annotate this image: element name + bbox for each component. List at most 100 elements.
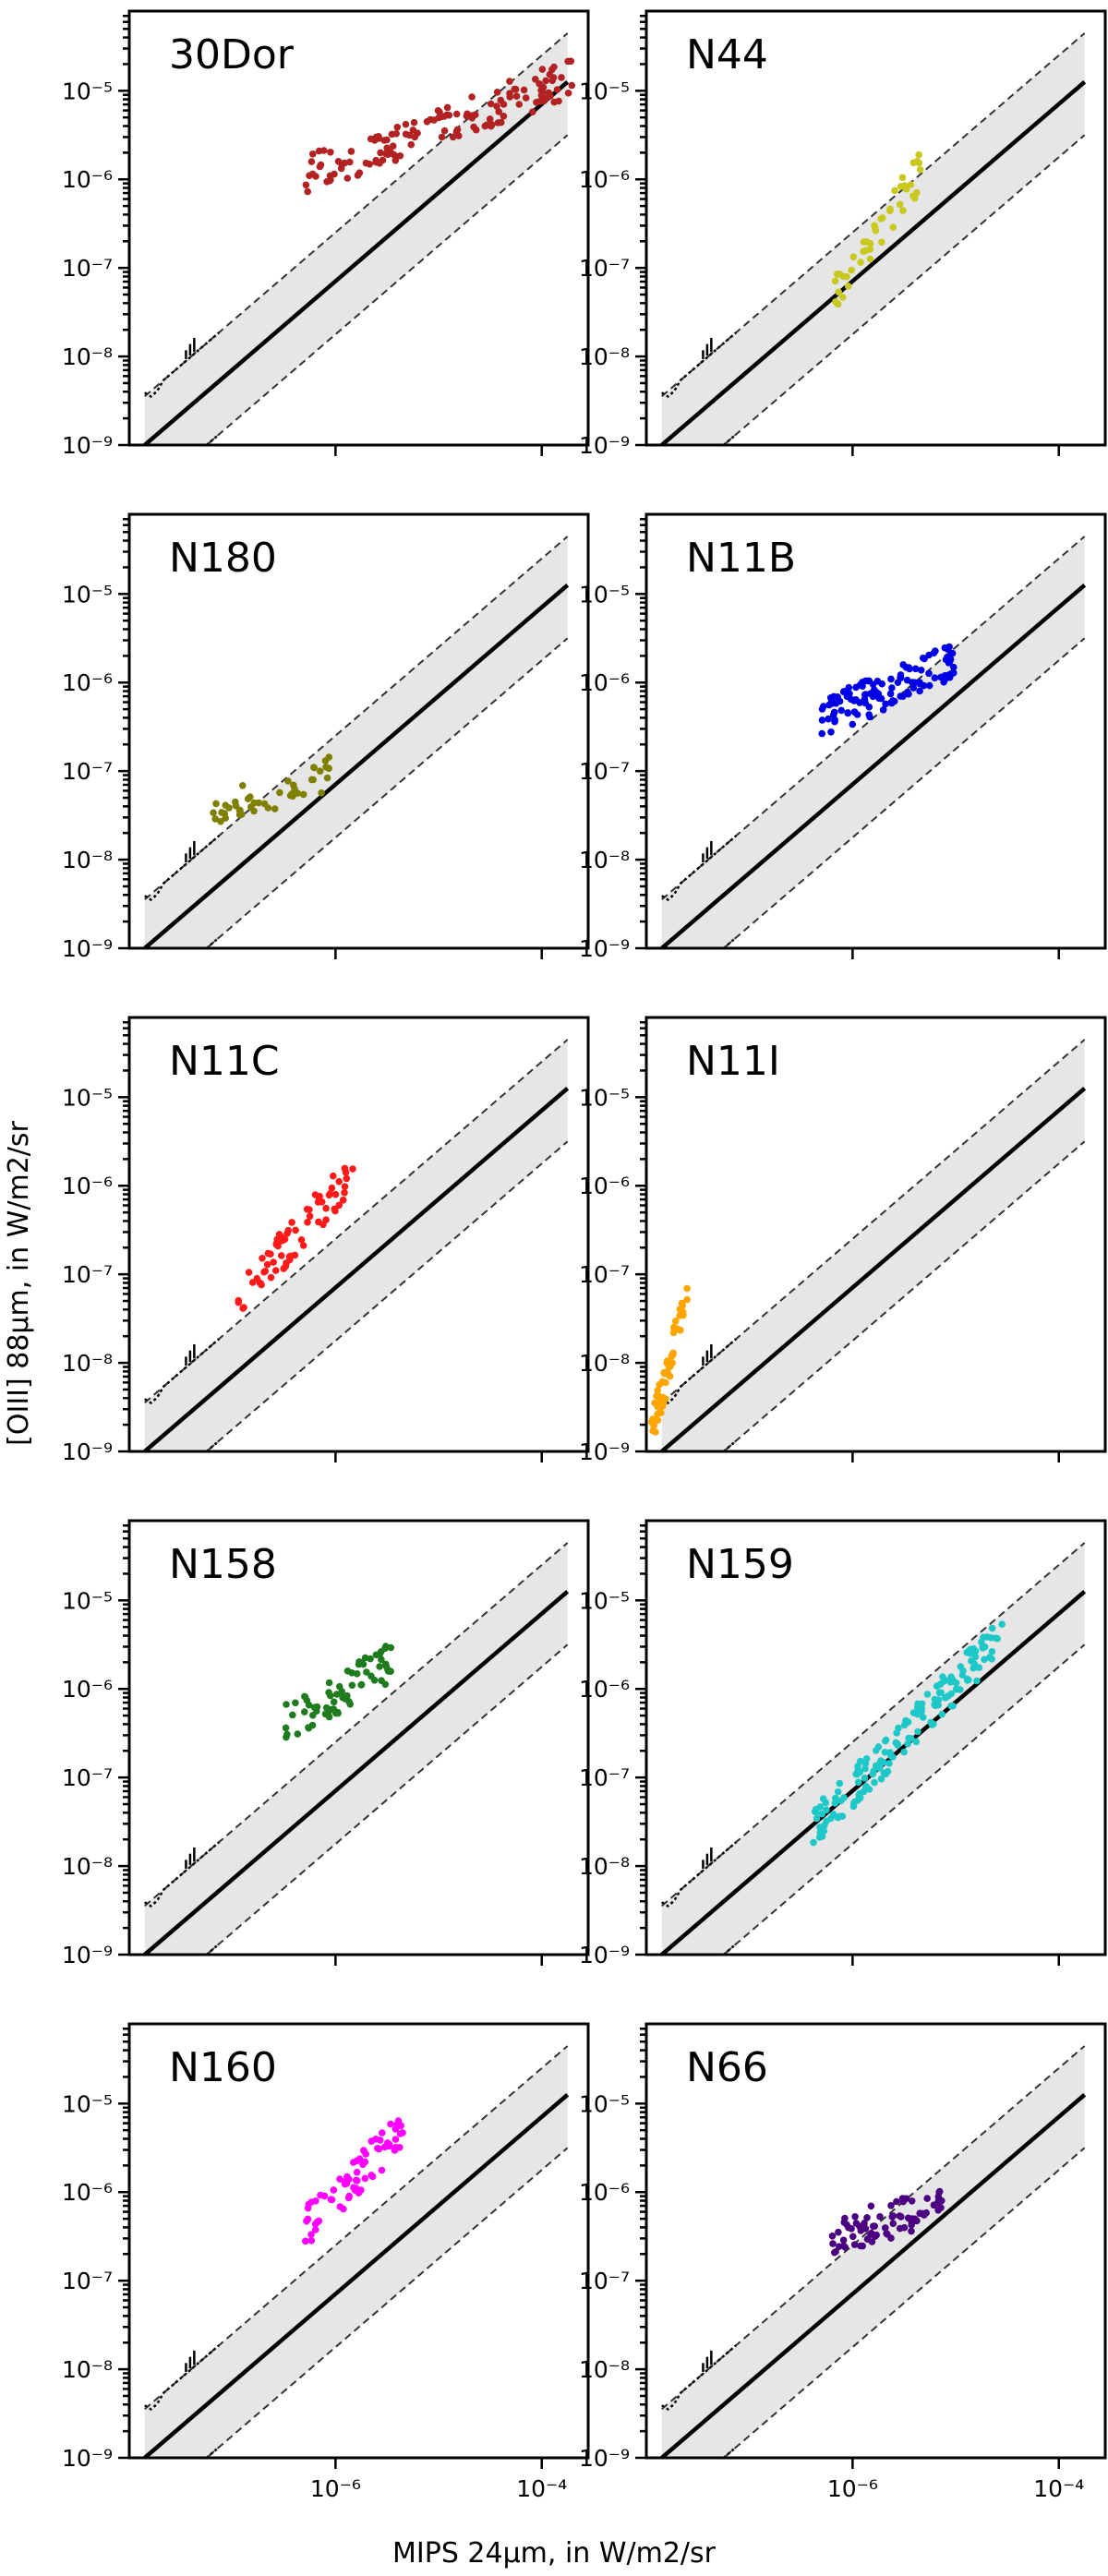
data-point: [284, 777, 292, 785]
y-tick-label: 10⁻⁵: [579, 1084, 630, 1111]
data-point: [896, 2224, 904, 2233]
upper-bound-line: [661, 1542, 1086, 1908]
upper-limit-curve: [144, 835, 220, 902]
data-point: [259, 1255, 266, 1262]
data-point: [317, 161, 325, 169]
y-tick-label: 10⁻⁶: [579, 1676, 630, 1703]
panel-title: N159: [686, 1541, 794, 1588]
plot-area: [647, 1039, 1087, 1451]
data-point: [286, 791, 295, 800]
data-point: [683, 1284, 691, 1293]
data-point: [331, 1205, 339, 1213]
data-point: [302, 2237, 309, 2245]
data-point: [950, 663, 957, 671]
data-point: [844, 689, 851, 696]
data-point: [353, 2168, 361, 2176]
data-point: [283, 1701, 290, 1708]
data-point: [335, 1201, 343, 1210]
data-point: [529, 108, 536, 115]
data-point: [345, 1698, 353, 1705]
data-point: [375, 135, 383, 142]
data-point: [911, 665, 920, 673]
data-point: [988, 1624, 996, 1632]
axes-frame: [127, 2022, 590, 2460]
data-point: [923, 1691, 932, 1698]
data-point: [912, 1738, 921, 1746]
axes-frame: [127, 1016, 590, 1453]
data-point: [848, 266, 855, 274]
panel-title: N44: [686, 31, 768, 78]
y-tick-label: 10⁻⁶: [62, 2179, 113, 2206]
data-point: [935, 2196, 943, 2204]
data-point: [568, 81, 576, 90]
upper-limit-curve: [144, 1338, 220, 1405]
data-point: [263, 1260, 271, 1269]
plot-area: [143, 2045, 570, 2458]
uncertainty-band: [661, 2045, 1085, 2458]
data-point: [330, 1698, 338, 1706]
data-point: [933, 1682, 941, 1690]
data-point: [548, 77, 556, 85]
y-tick-label: 10⁻⁹: [579, 432, 630, 459]
data-point: [387, 1667, 394, 1675]
data-point: [271, 805, 279, 813]
data-point: [946, 656, 955, 663]
data-point: [852, 683, 860, 692]
y-tick-label: 10⁻⁸: [62, 2356, 113, 2383]
data-point: [512, 92, 521, 100]
data-point: [923, 2195, 931, 2202]
data-point: [852, 1770, 860, 1778]
axes-frame: [127, 9, 590, 447]
upper-limit-curve: [661, 331, 737, 399]
data-point: [904, 688, 911, 696]
lower-limit-curve: [204, 1943, 220, 1955]
data-point: [662, 1378, 669, 1387]
y-tick-label: 10⁻⁷: [579, 758, 630, 785]
data-point: [857, 259, 864, 266]
upper-limit-curve: [661, 1841, 737, 1908]
data-point: [867, 690, 874, 697]
panels-group: 10⁻⁹10⁻⁸10⁻⁷10⁻⁶10⁻⁵30Dor10⁻⁹10⁻⁸10⁻⁷10⁻…: [62, 9, 1107, 2502]
data-point: [930, 649, 938, 656]
data-point: [925, 681, 933, 690]
data-point: [393, 124, 402, 131]
fit-line: [143, 80, 570, 445]
data-point: [323, 774, 331, 782]
data-point: [382, 1662, 391, 1670]
upper-limit-curve: [661, 1338, 737, 1405]
y-tick-label: 10⁻⁷: [62, 2268, 113, 2294]
scatter-points: [831, 150, 924, 308]
data-point: [899, 207, 907, 214]
data-point: [909, 679, 916, 686]
data-point: [916, 687, 923, 695]
data-point: [264, 804, 272, 812]
data-point: [909, 684, 918, 692]
fit-line: [143, 2093, 570, 2458]
data-point: [292, 1699, 299, 1707]
data-point: [671, 1318, 680, 1325]
data-point: [340, 2205, 347, 2213]
data-point: [372, 1651, 380, 1659]
data-point: [380, 137, 389, 144]
data-point: [937, 2204, 945, 2211]
data-point: [866, 255, 874, 263]
data-point: [210, 809, 217, 816]
y-tick-label: 10⁻⁸: [62, 847, 113, 873]
data-point: [312, 173, 319, 180]
data-point: [820, 703, 827, 710]
data-point: [848, 2225, 855, 2233]
lower-bound-line: [205, 637, 569, 948]
data-point: [247, 793, 254, 800]
data-point: [818, 1810, 825, 1818]
data-point: [958, 1671, 967, 1679]
panel-n66: 10⁻⁹ 10⁻⁸ 10⁻⁷ 10⁻⁶ 10⁻⁵ 10⁻⁶ 10⁻⁴ N66: [579, 2022, 1107, 2502]
data-point: [438, 133, 446, 141]
uncertainty-band: [144, 1039, 568, 1451]
data-point: [649, 1426, 656, 1435]
fit-line: [143, 1087, 570, 1451]
data-point: [355, 1658, 363, 1666]
data-point: [301, 1693, 309, 1701]
data-point: [889, 223, 897, 231]
data-point: [335, 1682, 343, 1691]
data-point: [349, 1165, 356, 1173]
